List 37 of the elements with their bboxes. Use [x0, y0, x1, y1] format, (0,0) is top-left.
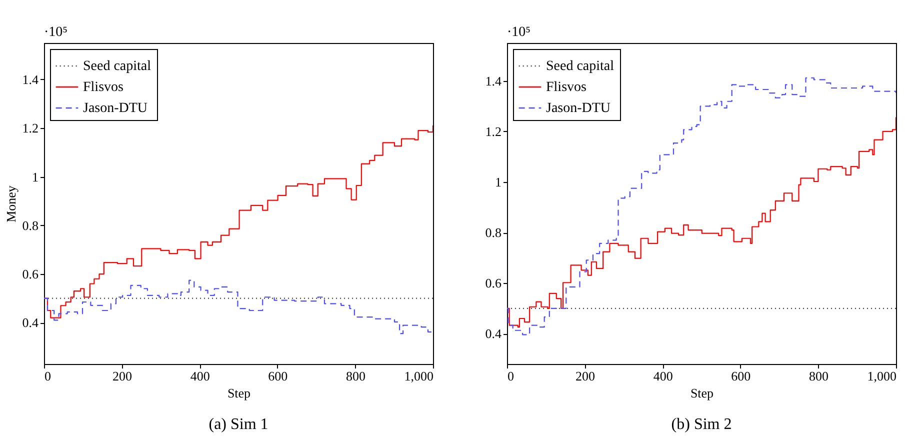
x-tick-label: 400	[190, 368, 210, 384]
text: ·10⁵	[44, 25, 68, 40]
x-tick-label: 800	[808, 368, 828, 384]
legend-label: Flisvos	[546, 80, 586, 95]
x-tick-label: 600	[268, 368, 288, 384]
x-axis-title: Step	[227, 386, 251, 400]
x-tick-label: 0	[44, 368, 51, 384]
y-tick-label: 0.4	[485, 326, 502, 342]
legend-label: Seed capital	[83, 59, 152, 74]
legend-label: Jason-DTU	[546, 101, 611, 116]
x-tick-label: 200	[112, 368, 132, 384]
y-tick-label: 0.8	[485, 225, 502, 240]
y-tick-label: 1	[495, 174, 502, 190]
x-tick-label: 200	[576, 368, 596, 384]
legend-label: Seed capital	[546, 59, 614, 74]
legend-label: Flisvos	[83, 80, 124, 95]
y-tick-label: 1.2	[22, 120, 38, 136]
y-tick-label: 0.8	[22, 218, 38, 233]
x-tick-label: 800	[346, 368, 366, 384]
text: (b) Sim 2	[671, 416, 732, 433]
text: ·10⁵	[507, 25, 531, 40]
x-tick-label: 600	[731, 368, 751, 384]
y-tick-label: 1.2	[485, 124, 502, 139]
x-tick-label: 1,000	[867, 368, 896, 384]
y-tick-label: 1.4	[485, 73, 502, 88]
x-axis-title: Step	[690, 386, 714, 400]
x-tick-label: 1,000	[404, 368, 434, 384]
y-tick-label: 0.6	[22, 266, 39, 282]
y-axis-title: Money	[3, 185, 18, 222]
legend-label: Jason-DTU	[83, 101, 148, 116]
y-tick-label: 1	[32, 169, 38, 184]
y-tick-label: 0.4	[22, 315, 39, 330]
y-tick-label: 0.6	[485, 276, 502, 291]
x-tick-label: 400	[653, 368, 673, 384]
x-tick-label: 0	[508, 368, 514, 384]
y-tick-label: 1.4	[22, 72, 39, 87]
text: (a) Sim 1	[208, 416, 268, 433]
